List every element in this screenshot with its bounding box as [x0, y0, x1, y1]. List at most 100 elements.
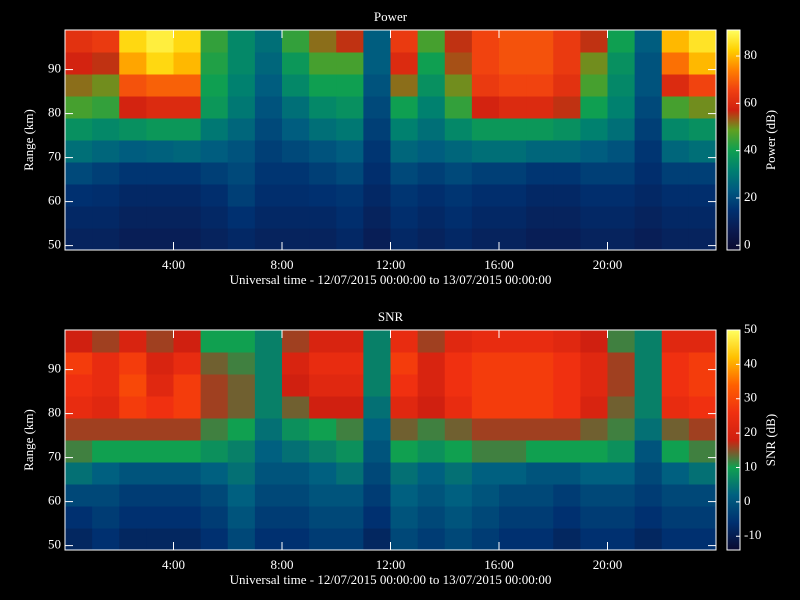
- heat-cell: [499, 30, 527, 53]
- heat-cell: [363, 184, 391, 207]
- heat-cell: [336, 484, 364, 507]
- heat-cell: [227, 418, 256, 441]
- heat-cell: [688, 352, 716, 375]
- heat-cell: [65, 52, 93, 75]
- heat-cell: [553, 206, 581, 229]
- heat-cell: [444, 96, 473, 119]
- heat-cell: [580, 506, 608, 529]
- heat-cell: [553, 52, 581, 75]
- heat-cell: [254, 374, 283, 397]
- heat-cell: [282, 52, 310, 75]
- heat-cell: [634, 162, 663, 185]
- heat-cell: [634, 140, 663, 163]
- heat-cell: [173, 396, 202, 419]
- heat-cell: [444, 228, 473, 250]
- heat-cell: [200, 396, 229, 419]
- heat-cell: [634, 418, 663, 441]
- heat-cell: [119, 52, 147, 75]
- heat-cell: [471, 484, 500, 507]
- heat-cell: [688, 52, 716, 75]
- heat-cell: [471, 462, 500, 485]
- heat-cell: [92, 330, 120, 353]
- heat-cell: [146, 440, 174, 463]
- heat-cell: [336, 374, 364, 397]
- heat-cell: [661, 440, 690, 463]
- heat-cell: [173, 206, 202, 229]
- heatmap-cells: [65, 30, 716, 250]
- x-tick-label: 16:00: [484, 557, 514, 572]
- heat-cell: [363, 352, 391, 375]
- heat-cell: [661, 206, 690, 229]
- heat-cell: [688, 162, 716, 185]
- heat-cell: [92, 118, 120, 141]
- heat-cell: [336, 462, 364, 485]
- heat-cell: [390, 30, 419, 53]
- heat-cell: [363, 162, 391, 185]
- heat-cell: [688, 330, 716, 353]
- heat-cell: [119, 506, 147, 529]
- heat-cell: [390, 118, 419, 141]
- heat-cell: [471, 118, 500, 141]
- x-tick-label: 12:00: [376, 557, 406, 572]
- heat-cell: [390, 396, 419, 419]
- heat-cell: [526, 52, 554, 75]
- heat-cell: [309, 74, 337, 97]
- heat-cell: [688, 228, 716, 250]
- heat-cell: [607, 352, 636, 375]
- colorbar-tick-label: 30: [744, 390, 757, 405]
- heat-cell: [580, 484, 608, 507]
- heat-cell: [607, 374, 636, 397]
- heat-cell: [661, 118, 690, 141]
- heat-cell: [390, 162, 419, 185]
- heat-cell: [390, 352, 419, 375]
- heat-cell: [282, 30, 310, 53]
- heat-cell: [282, 528, 310, 550]
- heat-cell: [254, 30, 283, 53]
- heat-cell: [471, 30, 500, 53]
- heat-cell: [390, 330, 419, 353]
- heat-cell: [336, 330, 364, 353]
- heat-cell: [146, 330, 174, 353]
- heat-cell: [92, 140, 120, 163]
- heat-cell: [200, 484, 229, 507]
- heat-cell: [254, 118, 283, 141]
- heat-cell: [363, 74, 391, 97]
- heat-cell: [146, 462, 174, 485]
- heat-cell: [607, 418, 636, 441]
- heat-cell: [282, 440, 310, 463]
- heat-cell: [119, 30, 147, 53]
- heat-cell: [309, 418, 337, 441]
- heat-cell: [417, 74, 446, 97]
- heat-cell: [65, 162, 93, 185]
- heat-cell: [363, 462, 391, 485]
- heat-cell: [607, 484, 636, 507]
- heat-cell: [444, 206, 473, 229]
- heat-cell: [580, 418, 608, 441]
- heat-cell: [65, 96, 93, 119]
- heat-cell: [499, 440, 527, 463]
- heat-cell: [309, 30, 337, 53]
- heat-cell: [634, 506, 663, 529]
- heat-cell: [254, 74, 283, 97]
- heat-cell: [688, 440, 716, 463]
- heat-cell: [200, 52, 229, 75]
- heat-cell: [661, 462, 690, 485]
- heat-cell: [363, 118, 391, 141]
- heat-cell: [499, 184, 527, 207]
- heat-cell: [282, 374, 310, 397]
- heat-cell: [227, 118, 256, 141]
- heat-cell: [526, 418, 554, 441]
- heat-cell: [553, 330, 581, 353]
- colorbar-tick-label: 40: [744, 142, 757, 157]
- heat-cell: [661, 52, 690, 75]
- heat-cell: [282, 140, 310, 163]
- heat-cell: [417, 52, 446, 75]
- heat-cell: [336, 228, 364, 250]
- heat-cell: [173, 330, 202, 353]
- heat-cell: [173, 30, 202, 53]
- heat-cell: [499, 528, 527, 550]
- heat-cell: [634, 440, 663, 463]
- heat-cell: [65, 506, 93, 529]
- heat-cell: [363, 396, 391, 419]
- heat-cell: [254, 206, 283, 229]
